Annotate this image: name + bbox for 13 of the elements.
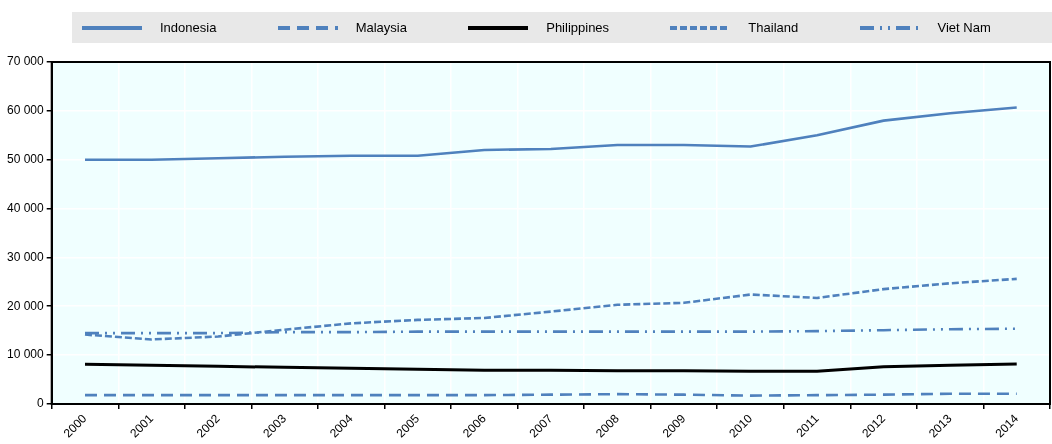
y-tick-label: 70 000: [7, 54, 45, 69]
legend-label: Malaysia: [355, 20, 407, 35]
legend-label: Indonesia: [160, 20, 217, 35]
y-tick-label: 10 000: [7, 347, 45, 362]
y-tick-label: 60 000: [7, 103, 45, 118]
y-tick-label: 20 000: [7, 298, 45, 313]
legend-label: Philippines: [546, 20, 610, 35]
y-tick-label: 40 000: [7, 200, 45, 215]
y-tick-label: 30 000: [7, 249, 45, 264]
y-tick-label: 50 000: [7, 152, 45, 167]
legend-label: Viet Nam: [937, 20, 991, 35]
y-tick-label: 0: [37, 396, 45, 411]
legend-label: Thailand: [748, 20, 799, 35]
